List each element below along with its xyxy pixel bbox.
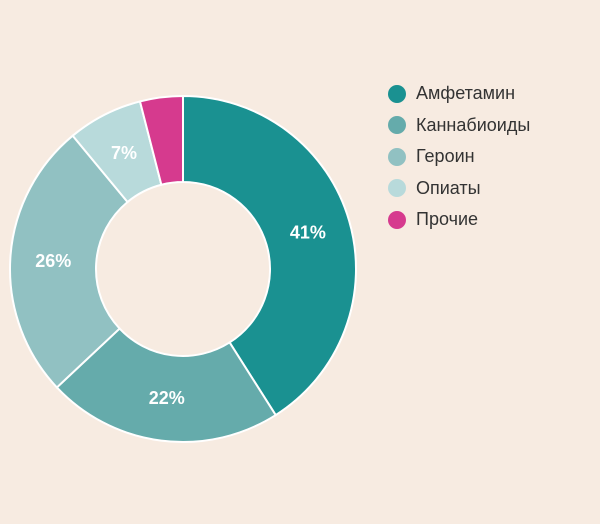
legend-item-other[interactable]: Прочие [388,204,530,236]
legend-label: Каннабиоиды [416,114,531,135]
legend-item-heroin[interactable]: Героин [388,141,530,173]
slice-label-heroin: 26% [35,251,71,271]
legend-swatch-icon [388,147,406,166]
slice-other[interactable] [138,94,184,186]
slice-label-opiates: 7% [111,143,137,163]
legend-label: Амфетамин [416,83,516,104]
donut-slices [9,94,357,443]
legend-label: Опиаты [416,177,481,198]
slice-labels: 41% 22% 26% 7% [35,143,326,408]
chart-legend: Амфетамин Каннабиоиды Героин Опиаты Проч… [388,78,530,236]
legend-swatch-icon [388,179,406,198]
legend-item-cannabinoids[interactable]: Каннабиоиды [388,110,530,142]
slice-label-amphetamine: 41% [290,223,326,243]
legend-swatch-icon [388,116,406,135]
slice-cannabinoids[interactable] [55,327,278,443]
legend-label: Прочие [416,209,479,230]
slice-heroin[interactable] [9,134,129,389]
legend-label: Героин [416,146,475,167]
slice-amphetamine[interactable] [182,94,357,417]
slice-label-cannabinoids: 22% [149,388,185,408]
legend-item-amphetamine[interactable]: Амфетамин [388,78,530,110]
legend-item-opiates[interactable]: Опиаты [388,173,530,205]
legend-swatch-icon [388,84,406,103]
legend-swatch-icon [388,210,406,229]
